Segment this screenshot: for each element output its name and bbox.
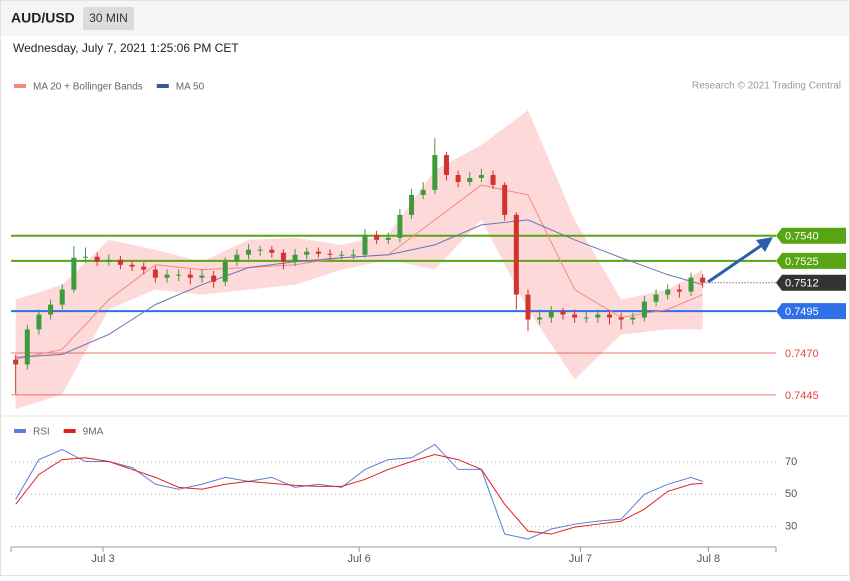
candle-body	[257, 249, 263, 251]
candle-body	[292, 254, 298, 262]
legend-label: MA 50	[176, 82, 205, 93]
candle-body	[513, 214, 519, 295]
candle-body	[280, 252, 286, 262]
legend-swatch	[14, 84, 26, 88]
level-label: 0.7512	[785, 278, 819, 290]
candle-body	[129, 264, 135, 267]
candle-body	[234, 254, 240, 262]
source: Research © 2021 Trading Central	[692, 81, 841, 92]
candle-body	[502, 184, 508, 215]
legend-label: 9MA	[83, 427, 104, 438]
candle-body	[385, 237, 391, 240]
level-label: 0.7525	[785, 256, 819, 268]
candle-body	[24, 329, 30, 365]
level-tag	[776, 274, 846, 291]
candle-body	[117, 259, 123, 265]
level-tag	[776, 227, 846, 244]
candle-body	[630, 317, 636, 320]
candle-body	[59, 289, 65, 305]
level-tag	[776, 303, 846, 320]
candle-body	[397, 214, 403, 238]
arrow-head	[756, 237, 773, 252]
arrow-shaft	[707, 243, 763, 284]
y-tick-label: 70	[785, 456, 797, 468]
candle-body	[560, 311, 566, 315]
candle-body	[572, 314, 578, 318]
candle-body	[374, 234, 380, 240]
candle-body	[141, 266, 147, 270]
candle-body	[409, 194, 415, 215]
level-tag	[776, 252, 846, 269]
candle-body	[700, 277, 706, 283]
legend-swatch	[63, 429, 76, 433]
candle-body	[269, 249, 275, 253]
candle-body	[688, 277, 694, 292]
candle-body	[583, 317, 589, 319]
candle-body	[48, 304, 54, 315]
interval-badge[interactable]	[83, 7, 134, 30]
target-arrow	[707, 237, 773, 284]
candle-body	[362, 234, 368, 255]
rsi-line	[15, 454, 703, 535]
candle-body	[176, 274, 182, 276]
candle-body	[339, 254, 345, 256]
candle-body	[71, 257, 77, 290]
candle-body	[94, 256, 100, 262]
candle-body	[13, 359, 19, 365]
candle-body	[618, 317, 624, 320]
candle-body	[653, 294, 659, 302]
legend-label: RSI	[33, 427, 50, 438]
candle-body	[490, 175, 496, 185]
candle-body	[525, 294, 531, 320]
candle-body	[304, 251, 310, 255]
candle-body	[478, 175, 484, 179]
candle-body	[350, 254, 356, 256]
y-tick-label: 30	[785, 521, 797, 533]
candle-body	[548, 311, 554, 318]
candle-body	[537, 317, 543, 320]
legend-label: MA 20 + Bollinger Bands	[33, 82, 143, 93]
symbol: AUD/USD	[11, 10, 75, 26]
candle-body	[199, 275, 205, 278]
candle-body	[676, 289, 682, 292]
candle-body	[152, 269, 158, 278]
candle-body	[420, 189, 426, 195]
candle-body	[187, 274, 193, 278]
level-label: 0.7540	[785, 231, 819, 243]
x-tick-label: Jul 6	[348, 553, 371, 565]
candle-body	[641, 301, 647, 318]
x-tick-label: Jul 3	[91, 553, 114, 565]
timestamp: Wednesday, July 7, 2021 1:25:06 PM CET	[13, 41, 239, 55]
candle-body	[83, 256, 89, 258]
rsi-line	[15, 443, 703, 540]
level-label: 0.7470	[785, 348, 819, 360]
candle-body	[665, 289, 671, 295]
y-tick-label: 50	[785, 488, 797, 500]
candle-body	[432, 155, 438, 190]
candle-body	[595, 314, 601, 318]
candle-body	[36, 314, 42, 330]
candle-body	[606, 314, 612, 318]
level-label: 0.7445	[785, 390, 819, 402]
candle-body	[315, 251, 321, 254]
candle-body	[467, 178, 473, 183]
candle-body	[246, 249, 252, 255]
x-tick-label: Jul 7	[569, 553, 592, 565]
candle-body	[455, 175, 461, 183]
x-tick-label: Jul 8	[697, 553, 720, 565]
candle-body	[106, 259, 112, 262]
bollinger-band	[15, 110, 703, 410]
candle-body	[164, 274, 170, 278]
interval[interactable]: 30 MIN	[89, 11, 128, 25]
level-label: 0.7495	[785, 306, 819, 318]
candle-body	[222, 261, 228, 282]
legend-swatch	[156, 84, 169, 88]
legend-swatch	[14, 429, 26, 433]
candle-body	[443, 155, 449, 176]
candle-body	[327, 253, 333, 255]
header-bar	[1, 1, 849, 36]
candle-body	[211, 275, 217, 282]
